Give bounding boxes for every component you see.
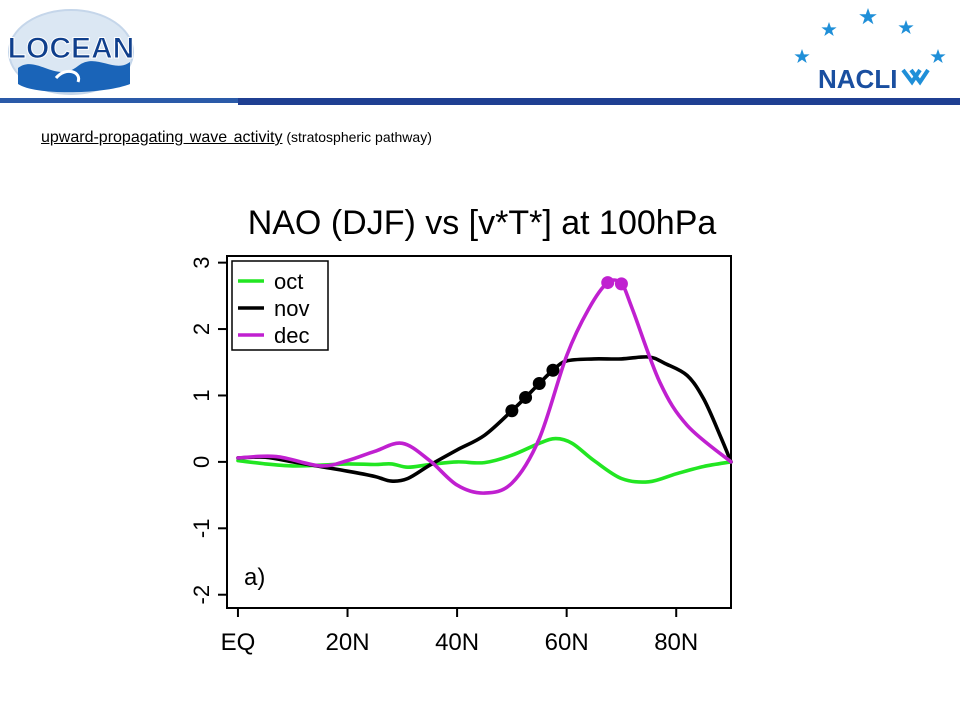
- wave-mark-icon: [901, 68, 930, 86]
- highlight-points: [505, 276, 628, 418]
- header-bar-left: [0, 98, 238, 103]
- panel-label: a): [244, 564, 265, 591]
- star-icon: [859, 8, 877, 25]
- x-tick-label: 80N: [654, 629, 698, 656]
- y-tick-label: -1: [189, 519, 214, 539]
- highlight-point-dec: [601, 276, 615, 290]
- highlight-point-dec: [614, 277, 628, 291]
- series-line-oct: [236, 436, 733, 484]
- x-tick-label: 40N: [435, 629, 479, 656]
- series-line-nov: [236, 355, 733, 484]
- star-icons: [794, 8, 946, 63]
- star-icon: [930, 49, 946, 63]
- nacliw-logo: NACLI: [794, 8, 946, 94]
- highlight-point-nov: [505, 404, 519, 418]
- plot-frame: [226, 255, 732, 609]
- y-tick-label: -2: [189, 585, 214, 605]
- x-tick-label: EQ: [221, 629, 256, 656]
- star-icon: [821, 22, 837, 36]
- y-tick-label: 0: [189, 456, 214, 468]
- x-tick-label: 60N: [545, 629, 589, 656]
- y-tick-label: 1: [189, 389, 214, 401]
- legend-label-nov: nov: [274, 296, 309, 321]
- highlight-point-nov: [546, 363, 560, 377]
- x-tick-label: 20N: [326, 629, 370, 656]
- header-bar: [238, 98, 960, 105]
- subtitle-paren: (stratospheric pathway): [282, 129, 432, 145]
- series-line-dec: [236, 278, 733, 495]
- highlight-point-nov: [519, 390, 533, 404]
- locean-logo-text: LOCEAN: [8, 32, 135, 65]
- y-tick-label: 2: [189, 323, 214, 335]
- star-icon: [898, 20, 914, 34]
- subtitle-main: upward-propagating wave activity: [41, 129, 283, 146]
- star-icon: [794, 49, 810, 63]
- y-tick-label: 3: [189, 257, 214, 269]
- legend-label-dec: dec: [274, 323, 309, 348]
- series-lines: [236, 278, 733, 495]
- slide-subtitle: upward-propagating wave activity (strato…: [41, 129, 432, 147]
- axis-ticks: EQ 20N 40N 60N 80N -2 -1 0 1 2 3: [189, 257, 698, 656]
- highlight-point-nov: [532, 377, 546, 391]
- locean-logo: LOCEAN: [7, 9, 135, 95]
- legend-label-oct: oct: [274, 269, 303, 294]
- chart-title: NAO (DJF) vs [v*T*] at 100hPa: [248, 204, 717, 242]
- nacliw-logo-text: NACLI: [818, 64, 897, 94]
